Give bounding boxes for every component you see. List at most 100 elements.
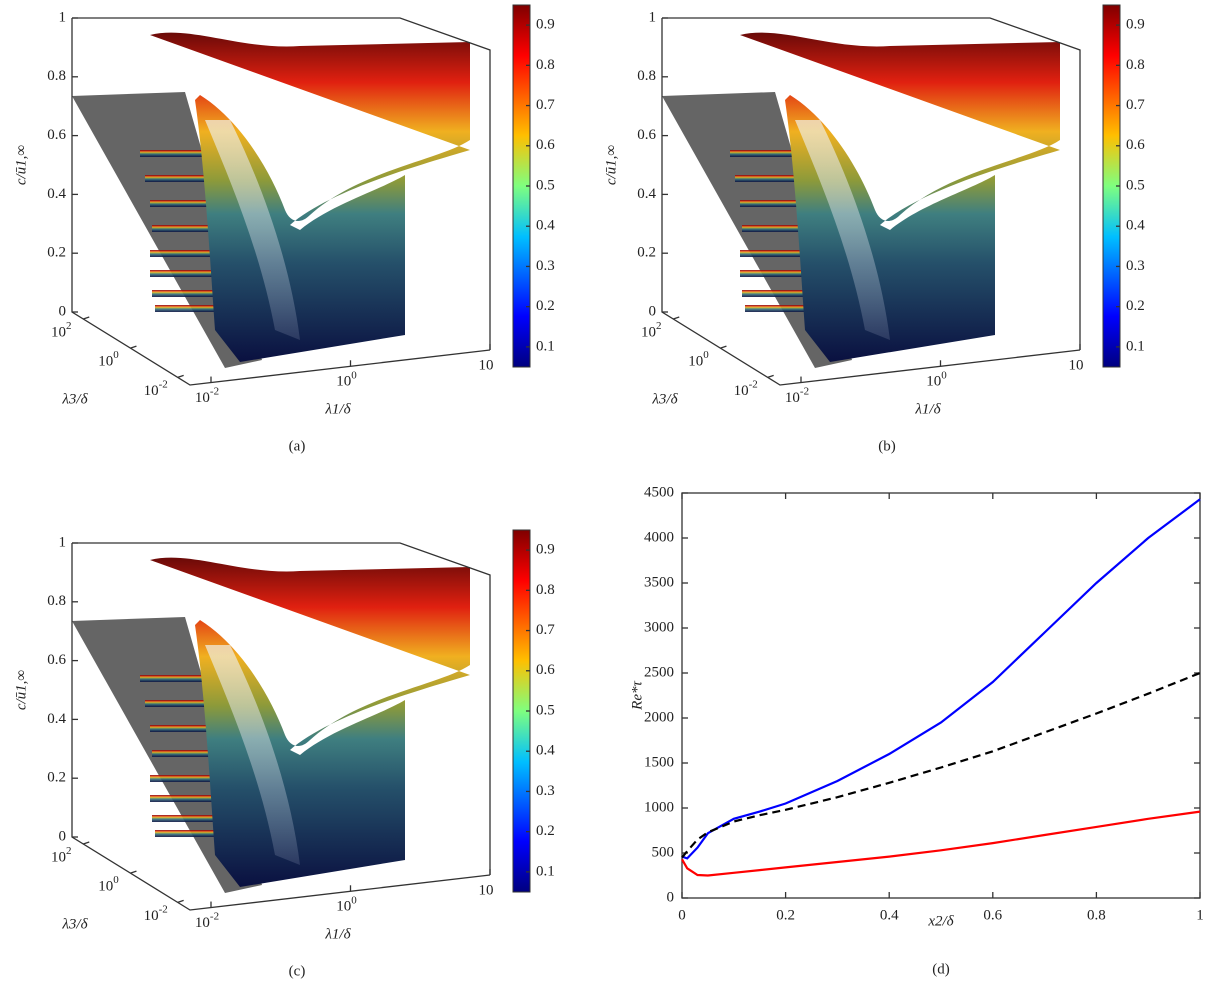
surface-strip xyxy=(150,725,215,732)
z-tick-label: 0 xyxy=(59,828,67,844)
z-tick-label: 0.4 xyxy=(47,711,66,727)
surface-strip xyxy=(152,225,214,232)
x-tick-label: 0.2 xyxy=(776,907,795,923)
panel: 0 0.2 0.4 0.6 0.8 1 10-2 100 10 102 100 10-2 λ1/δ λ3/… xyxy=(603,4,1145,454)
x-tick-label: 0.8 xyxy=(1087,907,1106,923)
x-tick-label: 10-2 xyxy=(195,385,219,406)
z-axis-label: c/ū1,∞ xyxy=(13,670,29,711)
colorbar-tick-label: 0.5 xyxy=(536,702,555,718)
z-axis-label: c/ū1,∞ xyxy=(13,145,29,186)
colorbar-tick-label: 0.7 xyxy=(536,622,555,638)
z-tick-label: 0 xyxy=(59,303,67,319)
x-tick-label: 0.4 xyxy=(880,907,899,923)
y-tick xyxy=(130,870,137,874)
colorbar-tick-label: 0.8 xyxy=(1126,57,1145,73)
series-line xyxy=(681,498,1201,860)
colorbar-tick-label: 0.4 xyxy=(536,218,555,234)
z-tick-label: 1 xyxy=(59,534,67,550)
surface-strip xyxy=(740,200,805,207)
y-tick-label: 4500 xyxy=(644,484,674,500)
colorbar-tick-label: 0.2 xyxy=(536,298,555,314)
surface-strip xyxy=(740,270,808,277)
z-tick-label: 0.8 xyxy=(637,68,656,84)
y-axis-label: Re*τ xyxy=(629,681,645,711)
colorbar-tick-label: 0.4 xyxy=(1126,218,1145,234)
y-tick-label: 10-2 xyxy=(144,378,168,399)
surface-strip xyxy=(150,270,218,277)
z-tick-label: 0.6 xyxy=(47,652,66,668)
box-edge xyxy=(72,17,491,350)
z-tick-label: 1 xyxy=(649,9,657,25)
x-tick-label: 0.6 xyxy=(983,907,1002,923)
colorbar-tick-label: 0.3 xyxy=(536,783,555,799)
panel: 0 0.2 0.4 0.6 0.8 1 10-2 100 10 102 100 10-2 λ1/δ λ3/… xyxy=(13,529,555,979)
z-tick-label: 0.6 xyxy=(47,127,66,143)
y-tick xyxy=(177,374,184,378)
y-tick-label: 1500 xyxy=(644,754,674,770)
surface-strip xyxy=(150,795,218,802)
z-tick-label: 1 xyxy=(59,9,67,25)
z-tick-label: 0.2 xyxy=(47,770,66,786)
colorbar-tick-label: 0.1 xyxy=(536,338,555,354)
y-tick-label: 3500 xyxy=(644,574,674,590)
caption: (a) xyxy=(289,438,306,454)
surface-strip xyxy=(150,200,215,207)
x-axis-label: λ1/δ xyxy=(914,401,941,417)
colorbar-tick-label: 0.9 xyxy=(536,17,555,33)
y-tick-label: 10-2 xyxy=(734,378,758,399)
colorbar-tick-label: 0.9 xyxy=(1126,17,1145,33)
y-tick-label: 500 xyxy=(652,844,675,860)
plot-frame xyxy=(681,492,1201,899)
surface xyxy=(150,32,470,362)
colorbar-tick-label: 0.7 xyxy=(1126,97,1145,113)
y-tick xyxy=(720,345,727,349)
z-tick-label: 0.4 xyxy=(637,186,656,202)
y-tick-label: 100 xyxy=(98,349,119,370)
y-tick-label: 102 xyxy=(641,319,662,340)
surface-strip xyxy=(740,250,810,257)
z-tick-label: 0.6 xyxy=(637,127,656,143)
surface-strip xyxy=(145,175,215,182)
colorbar-tick-label: 0.5 xyxy=(536,177,555,193)
colorbar-tick-label: 0.3 xyxy=(536,258,555,274)
surface-strip xyxy=(150,250,220,257)
surface-strip xyxy=(155,305,215,312)
surface xyxy=(150,557,470,887)
surface-strip xyxy=(140,675,215,682)
y-tick-label: 2500 xyxy=(644,664,674,680)
x-tick-label: 100 xyxy=(336,369,357,390)
surface-strip xyxy=(152,750,214,757)
surface xyxy=(740,32,1060,362)
z-tick-label: 0 xyxy=(649,303,657,319)
surface-strip xyxy=(145,700,215,707)
surface-strip xyxy=(735,175,805,182)
colorbar-tick-label: 0.3 xyxy=(1126,258,1145,274)
box-edge xyxy=(662,17,1081,350)
x-tick-label: 0 xyxy=(678,907,686,923)
y-axis-label: λ3/δ xyxy=(61,391,88,407)
z-tick-label: 0.8 xyxy=(47,593,66,609)
caption: (b) xyxy=(878,438,896,454)
z-axis-label: c/ū1,∞ xyxy=(603,145,619,186)
surface-strip xyxy=(155,830,215,837)
x-axis-label: λ1/δ xyxy=(324,926,351,942)
y-tick xyxy=(130,345,137,349)
colorbar-tick-label: 0.8 xyxy=(536,57,555,73)
y-tick xyxy=(673,316,680,320)
surface-strip xyxy=(730,150,805,157)
x-tick-label: 10-2 xyxy=(785,385,809,406)
y-tick-label: 100 xyxy=(98,874,119,895)
y-tick-label: 100 xyxy=(688,349,709,370)
caption: (d) xyxy=(932,961,950,977)
y-axis-label: λ3/δ xyxy=(651,391,678,407)
z-tick-label: 0.4 xyxy=(47,186,66,202)
colorbar-tick-label: 0.6 xyxy=(1126,137,1145,153)
colorbar-tick-label: 0.2 xyxy=(536,823,555,839)
colorbar-tick-label: 0.9 xyxy=(536,542,555,558)
series-line xyxy=(681,671,1201,859)
y-tick-label: 102 xyxy=(51,844,72,865)
y-tick-label: 10-2 xyxy=(144,903,168,924)
y-tick-label: 0 xyxy=(667,889,675,905)
surface-strip xyxy=(742,290,812,297)
